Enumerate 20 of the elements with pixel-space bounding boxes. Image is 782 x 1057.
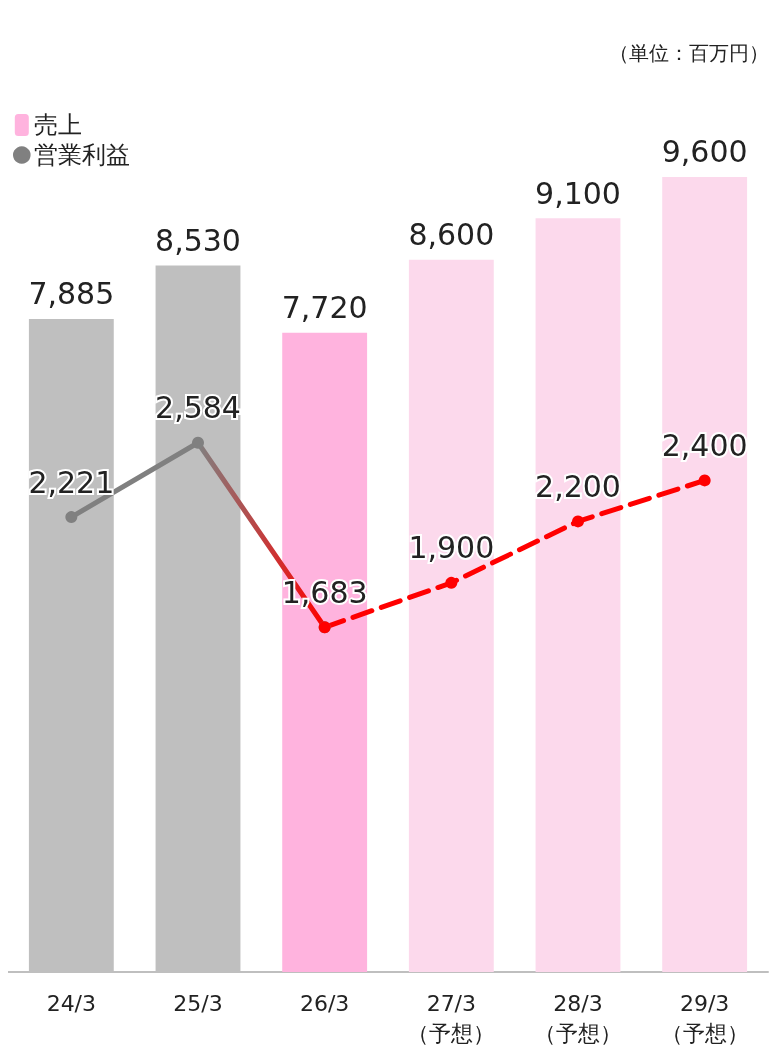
data-label: 9,100 — [535, 175, 621, 211]
x-tick-label: 27/3 （予想） — [407, 990, 496, 1046]
legend-label: 営業利益 — [33, 141, 130, 169]
data-label: 8,600 — [408, 217, 495, 253]
data-label: 7,885 — [28, 276, 115, 312]
data-label: 7,720 — [281, 290, 368, 326]
data-label: 8,530 — [155, 223, 241, 259]
x-tick-label: 29/3 （予想） — [660, 990, 749, 1046]
data-label: 2,221 — [28, 464, 115, 500]
data-label: 2,584 — [155, 390, 241, 426]
data-label: 9,600 — [661, 134, 748, 170]
data-label: 2,200 — [535, 468, 621, 504]
data-label: 2,400 — [661, 427, 748, 463]
data-label: 1,900 — [408, 530, 495, 566]
legend-label: 売上 — [33, 111, 82, 139]
text: （単位：百万円） — [609, 41, 769, 65]
x-tick-label: 26/3 — [299, 990, 350, 1016]
x-tick-label: 25/3 — [173, 990, 223, 1016]
x-tick-label: 28/3 （予想） — [534, 990, 622, 1046]
x-tick-label: 24/3 — [46, 990, 97, 1016]
